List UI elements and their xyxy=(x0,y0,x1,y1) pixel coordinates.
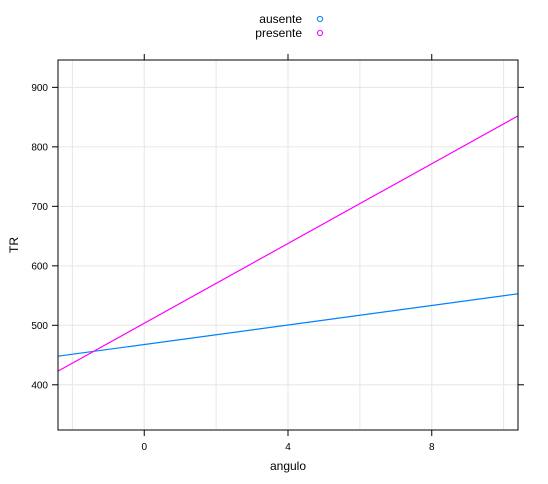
grid-lines xyxy=(58,60,518,430)
y-tick-label: 700 xyxy=(31,202,48,213)
series-line-ausente xyxy=(57,293,519,357)
y-tick-label: 500 xyxy=(31,321,48,332)
series-line-presente xyxy=(57,115,519,372)
legend-marker-presente xyxy=(316,29,324,37)
x-axis-title: angulo xyxy=(270,459,306,473)
x-tick-label: 0 xyxy=(141,442,147,453)
legend-marker-ausente xyxy=(316,15,324,23)
axis-ticks: 400 500 600 700 800 900 0 4 8 xyxy=(31,54,524,453)
legend-label-presente: presente xyxy=(255,26,302,40)
x-tick-label: 4 xyxy=(285,442,291,453)
y-axis-title: TR xyxy=(7,237,21,253)
y-tick-label: 900 xyxy=(31,83,48,94)
x-tick-label: 8 xyxy=(429,442,435,453)
series-lines xyxy=(57,115,519,372)
legend-label-ausente: ausente xyxy=(259,12,302,26)
y-tick-label: 400 xyxy=(31,380,48,391)
y-tick-label: 800 xyxy=(31,142,48,153)
y-tick-label: 600 xyxy=(31,261,48,272)
